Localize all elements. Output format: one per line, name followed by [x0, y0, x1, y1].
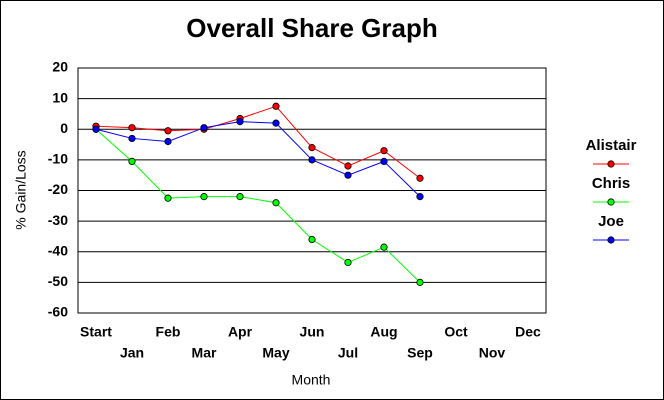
y-tick-label: -50	[48, 273, 68, 289]
x-tick-label: Feb	[156, 324, 181, 340]
y-tick-label: 10	[52, 89, 68, 105]
data-point	[128, 134, 136, 143]
series-line	[95, 105, 421, 179]
data-point	[380, 243, 388, 251]
data-point	[200, 124, 208, 132]
legend-label: Joe	[598, 213, 624, 230]
x-tick-label: Aug	[370, 324, 397, 340]
x-tick-label: May	[262, 345, 289, 361]
data-point	[380, 157, 388, 166]
x-tick-label: Mar	[192, 345, 217, 361]
data-point	[308, 144, 316, 152]
x-tick-label: Jul	[338, 345, 358, 361]
legend-label: Chris	[592, 175, 630, 192]
data-point	[236, 193, 244, 201]
data-point	[128, 124, 136, 132]
series-line	[95, 128, 421, 283]
chart-title: Overall Share Graph	[186, 13, 437, 43]
data-point	[344, 258, 352, 267]
data-point	[344, 162, 352, 170]
data-point	[236, 117, 244, 126]
y-tick-label: 0	[60, 120, 68, 136]
legend-marker	[607, 160, 615, 168]
data-point	[128, 157, 136, 166]
x-tick-label: Jan	[120, 345, 144, 361]
x-tick-label: Jun	[300, 324, 325, 340]
y-tick-label: 20	[52, 59, 68, 75]
data-point	[308, 156, 316, 164]
data-point	[416, 278, 424, 286]
y-tick-label: -40	[48, 242, 68, 258]
data-point	[272, 119, 280, 127]
data-point	[272, 199, 280, 207]
data-point	[344, 171, 352, 179]
x-tick-label: Nov	[479, 345, 506, 361]
data-point	[416, 174, 424, 182]
data-point	[164, 137, 172, 146]
legend-label: Alistair	[586, 137, 637, 154]
y-tick-label: -20	[48, 181, 68, 197]
data-point	[380, 147, 388, 155]
y-tick-label: -60	[48, 304, 68, 320]
y-tick-label: -10	[48, 151, 68, 167]
series-line	[95, 121, 421, 197]
data-point	[416, 193, 424, 201]
data-point	[164, 194, 172, 202]
legend-marker	[607, 198, 615, 206]
x-tick-label: Oct	[444, 324, 468, 340]
x-axis-title: Month	[292, 372, 331, 388]
y-tick-label: -30	[48, 212, 68, 228]
x-tick-label: Sep	[407, 345, 433, 361]
x-tick-label: Apr	[228, 324, 253, 340]
data-point	[200, 193, 208, 201]
data-point	[164, 127, 172, 135]
data-point	[308, 235, 316, 244]
data-point	[92, 125, 100, 133]
x-tick-label: Dec	[515, 324, 541, 340]
data-point	[272, 102, 280, 110]
y-axis-title: % Gain/Loss	[13, 150, 29, 229]
x-tick-label: Start	[80, 324, 112, 340]
legend-marker	[607, 236, 615, 244]
